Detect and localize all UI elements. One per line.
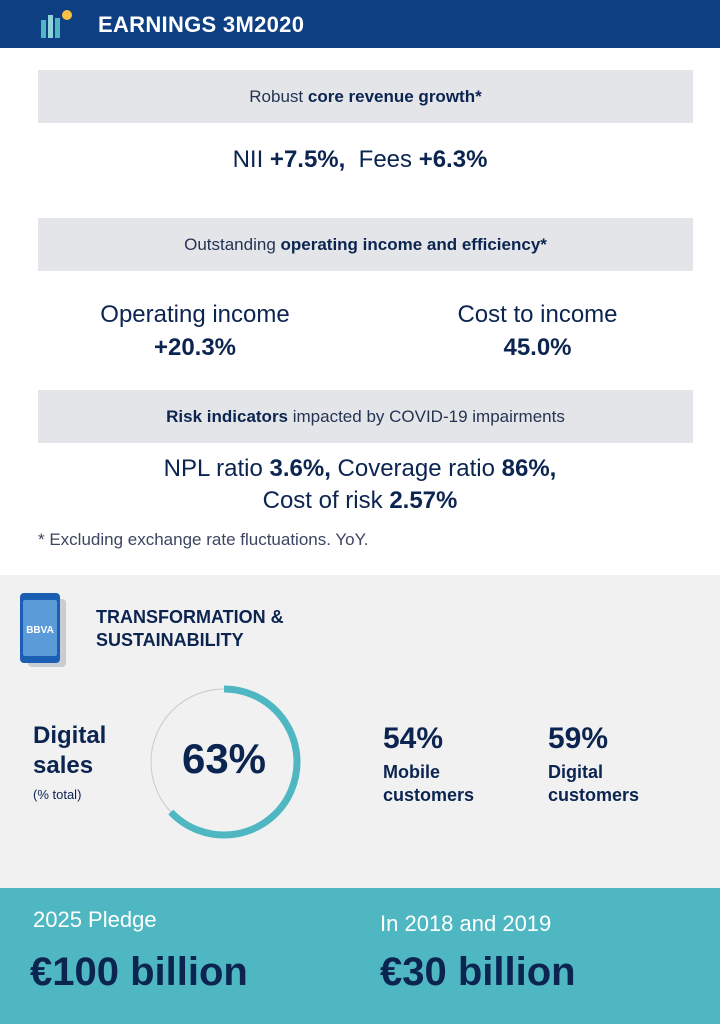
digital-customers-stat: 59% Digital customers <box>548 721 639 807</box>
mobile-customers-stat: 54% Mobile customers <box>383 721 474 807</box>
nii-label: NII <box>232 146 270 173</box>
phone-brand-text: BBVA <box>26 625 54 636</box>
digital-sales-value: 63% <box>181 735 267 782</box>
risk-kpis: NPL ratio 3.6%, Coverage ratio 86%, Cost… <box>0 453 720 517</box>
npl-label: NPL ratio <box>163 455 270 482</box>
digital-sales-label: Digital sales <box>33 721 143 781</box>
operating-income-label: Operating income <box>100 301 290 328</box>
transformation-title-line2: SUSTAINABILITY <box>96 630 244 650</box>
mobile-customers-value: 54% <box>383 722 444 755</box>
chart-logo-icon <box>41 10 72 38</box>
revenue-band-prefix: Robust <box>249 86 308 106</box>
transformation-title-line1: TRANSFORMATION & <box>96 607 284 627</box>
risk-band: Risk indicators impacted by COVID-19 imp… <box>38 390 693 443</box>
mobile-customers-label: Mobile customers <box>383 761 474 807</box>
digital-customers-label-line1: Digital <box>548 762 604 782</box>
cost-to-income-label: Cost to income <box>457 301 618 328</box>
digital-sales-label-line1: Digital <box>33 722 107 749</box>
page-title: EARNINGS 3M2020 <box>98 12 305 37</box>
cost-to-income-block: Cost to income 45.0% <box>430 298 645 364</box>
nii-value: +7.5%, <box>269 146 346 173</box>
digital-sales-subtitle: (% total) <box>33 787 82 802</box>
pledge-right-caption: In 2018 and 2019 <box>380 911 552 936</box>
operating-band-prefix: Outstanding <box>184 234 281 254</box>
fees-label: Fees <box>358 146 419 173</box>
pledge-left-caption: 2025 Pledge <box>33 907 157 932</box>
transformation-title: TRANSFORMATION & SUSTAINABILITY <box>96 606 356 652</box>
digital-sales-label-line2: sales <box>33 752 94 779</box>
pledge-right-value: €30 billion <box>380 950 576 994</box>
operating-band-bold: operating income and efficiency* <box>280 234 547 254</box>
revenue-band: Robust core revenue growth* <box>38 70 693 123</box>
digital-customers-label-line2: customers <box>548 785 640 805</box>
digital-customers-label: Digital customers <box>548 761 639 807</box>
phone-icon: BBVA <box>20 593 66 667</box>
risk-band-suffix: impacted by COVID-19 impairments <box>288 406 565 426</box>
fees-value: +6.3% <box>418 146 488 173</box>
risk-band-bold: Risk indicators <box>166 406 289 426</box>
coverage-label: Coverage ratio <box>330 455 502 482</box>
mobile-customers-label-line1: Mobile <box>383 762 440 782</box>
pledge-section <box>0 888 720 1024</box>
risk-line-2: Cost of risk 2.57% <box>0 485 720 517</box>
digital-customers-value: 59% <box>548 722 609 755</box>
cost-of-risk-value: 2.57% <box>389 487 458 514</box>
cost-of-risk-label: Cost of risk <box>262 487 390 514</box>
donut-progress-arc <box>168 685 301 839</box>
footnote: * Excluding exchange rate fluctuations. … <box>38 530 369 549</box>
revenue-kpis: NII +7.5%, Fees +6.3% <box>0 146 720 174</box>
header-bar: EARNINGS 3M2020 <box>0 0 720 48</box>
operating-band: Outstanding operating income and efficie… <box>38 218 693 271</box>
npl-value: 3.6%, <box>269 455 331 482</box>
transformation-section <box>0 575 720 888</box>
cost-to-income-value: 45.0% <box>503 334 572 361</box>
mobile-customers-label-line2: customers <box>383 785 475 805</box>
operating-income-block: Operating income +20.3% <box>80 298 310 364</box>
coverage-value: 86%, <box>501 455 557 482</box>
revenue-band-bold: core revenue growth* <box>307 86 482 106</box>
pledge-left-value: €100 billion <box>30 950 248 994</box>
risk-line-1: NPL ratio 3.6%, Coverage ratio 86%, <box>0 453 720 485</box>
operating-income-value: +20.3% <box>153 334 237 361</box>
digital-sales-donut <box>150 685 301 839</box>
